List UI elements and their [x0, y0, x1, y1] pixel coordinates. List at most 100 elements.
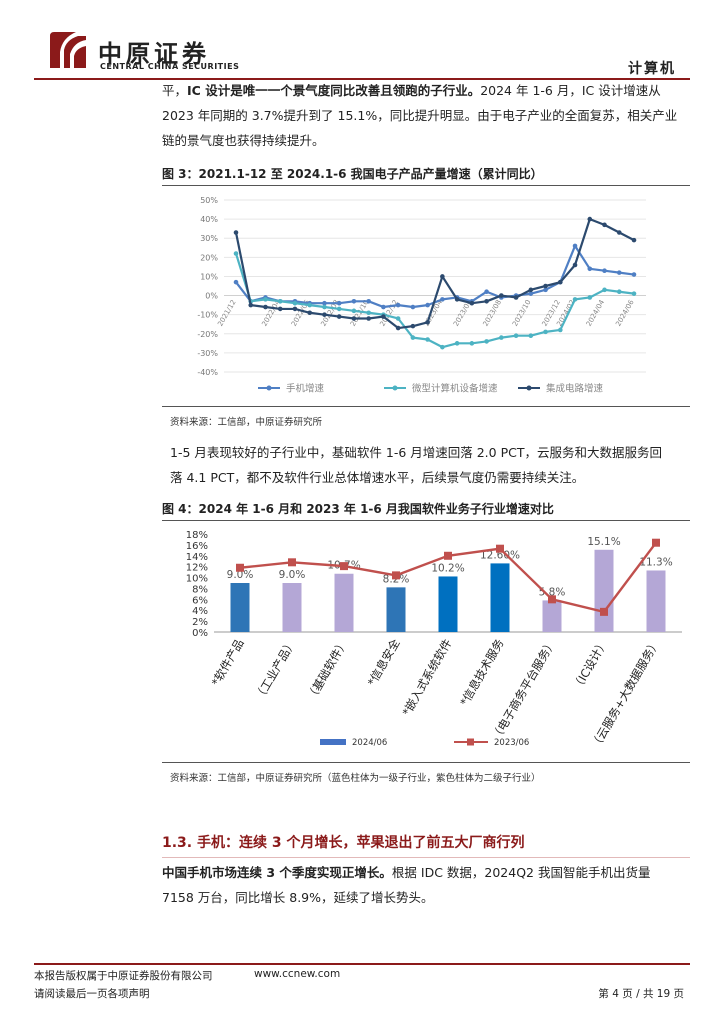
- data-point: [322, 300, 327, 306]
- paragraph-phone-market: 中国手机市场连续 3 个季度实现正增长。根据 IDC 数据，2024Q2 我国智…: [162, 860, 682, 910]
- para2-line1: 1-5 月表现较好的子行业中，基础软件 1-6 月增速回落 2.0 PCT，云服…: [170, 445, 662, 460]
- data-point: [425, 302, 430, 308]
- series-line: [234, 218, 635, 330]
- y-tick-label: 50%: [200, 196, 218, 205]
- data-point: [395, 325, 401, 331]
- data-point: [484, 339, 489, 344]
- data-point: [631, 237, 637, 243]
- data-point: [543, 283, 548, 289]
- data-point: [616, 270, 622, 275]
- data-point: [381, 304, 386, 310]
- data-point: [528, 291, 534, 296]
- x-category-label: *嵌入式系统软件: [399, 637, 454, 719]
- x-category-label: （基础软件）: [304, 637, 351, 704]
- data-point: [336, 306, 342, 312]
- x-tick-label: 2022/12: [378, 299, 399, 328]
- data-point: [616, 289, 622, 295]
- data-point: [557, 327, 563, 333]
- legend-marker-2023: [467, 738, 474, 746]
- data-point: [322, 312, 327, 317]
- para3-line1-bold: 中国手机市场连续 3 个季度实现正增长。: [162, 865, 392, 880]
- para1-line1-rest: 2024 年 1-6 月，IC 设计增速从: [480, 83, 661, 98]
- bar: [438, 576, 458, 632]
- figure4-title: 图 4：2024 年 1-6 月和 2023 年 1-6 月我国软件业务子行业增…: [162, 502, 554, 516]
- y-tick-label: 10%: [200, 272, 218, 281]
- data-point: [351, 298, 357, 304]
- data-point: [351, 316, 357, 321]
- legend-swatch-2024: [320, 739, 346, 745]
- footer-page-number: 第 4 页 / 共 19 页: [598, 988, 684, 1000]
- legend-label: 2023/06: [494, 738, 529, 748]
- data-point: [277, 306, 283, 312]
- data-point: [572, 262, 578, 268]
- line-marker: [444, 551, 452, 560]
- data-point: [484, 289, 489, 295]
- bar: [230, 583, 250, 632]
- data-point: [631, 272, 637, 277]
- para2-line2: 落 4.1 PCT，都不及软件行业总体增速水平，后续景气度仍需要持续关注。: [170, 470, 585, 485]
- legend-marker: [392, 385, 398, 391]
- legend-label: 微型计算机设备增速: [412, 383, 498, 395]
- x-tick-label: 2023/10: [511, 299, 532, 328]
- data-point: [292, 306, 298, 312]
- data-point: [336, 314, 342, 319]
- figure4-chart: 18%16%14%12%10%8%6%4%2%0%9.0%9.0%10.7%8.…: [162, 522, 690, 760]
- data-point: [513, 295, 519, 300]
- footer-disclaimer: 请阅读最后一页各项声明: [34, 988, 150, 1000]
- bar: [282, 583, 302, 632]
- data-point: [263, 297, 268, 302]
- data-point: [366, 298, 371, 304]
- data-point: [602, 287, 607, 293]
- data-point: [336, 300, 342, 306]
- line-marker: [392, 571, 400, 580]
- data-point: [587, 266, 593, 272]
- data-point: [366, 316, 371, 321]
- data-point: [513, 333, 519, 338]
- data-point: [277, 298, 283, 304]
- data-point: [543, 329, 548, 335]
- bar: [542, 600, 562, 632]
- data-point: [395, 316, 401, 321]
- footer-url[interactable]: www.ccnew.com: [254, 968, 341, 980]
- data-label: 15.1%: [587, 536, 620, 548]
- paragraph-ic-design: 平，IC 设计是唯一一个景气度同比改善且领跑的子行业。2024 年 1-6 月，…: [162, 78, 682, 153]
- brand-name-en: CENTRAL CHINA SECURITIES: [100, 62, 240, 71]
- data-point: [395, 302, 401, 308]
- data-point: [248, 302, 254, 308]
- x-category-label: *信息技术服务: [457, 636, 507, 708]
- y-tick-label: 14%: [186, 552, 208, 563]
- data-point: [499, 335, 504, 340]
- data-point: [616, 230, 622, 235]
- bar: [386, 587, 406, 632]
- y-tick-label: -20%: [197, 330, 218, 339]
- line-marker: [288, 558, 296, 567]
- y-tick-label: 16%: [186, 541, 208, 552]
- footer-copyright: 本报告版权属于中原证券股份有限公司: [34, 970, 213, 982]
- legend-label: 集成电路增速: [546, 383, 604, 395]
- legend-marker: [266, 385, 272, 391]
- x-tick-label: 2024/06: [614, 298, 636, 328]
- figure4-source: 资料来源：工信部，中原证券研究所（蓝色柱体为一级子行业，紫色柱体为二级子行业）: [170, 773, 541, 784]
- figure3-source: 资料来源：工信部，中原证券研究所: [170, 417, 323, 428]
- data-point: [425, 320, 430, 325]
- data-point: [602, 268, 607, 274]
- figure4-bottom-rule: [162, 762, 690, 763]
- line-marker: [600, 607, 608, 616]
- x-category-label: （工业产品）: [252, 637, 299, 704]
- x-category-label: *软件产品: [209, 637, 247, 689]
- data-label: 11.3%: [639, 556, 672, 568]
- data-point: [572, 297, 578, 302]
- zhongyuan-logo-icon: [48, 30, 88, 70]
- y-tick-label: 20%: [200, 253, 218, 262]
- legend-label: 手机增速: [286, 383, 325, 395]
- y-tick-label: 30%: [200, 234, 218, 243]
- para1-line1-bold: IC 设计是唯一一个景气度同比改善且领跑的子行业。: [187, 83, 481, 98]
- y-tick-label: 0%: [192, 628, 208, 639]
- y-tick-label: 2%: [192, 617, 208, 628]
- data-label: 10.2%: [431, 562, 464, 574]
- bar: [646, 570, 666, 632]
- data-point: [307, 310, 313, 316]
- y-tick-label: 0%: [205, 292, 218, 301]
- y-tick-label: 18%: [186, 530, 208, 541]
- y-tick-label: 10%: [186, 574, 208, 585]
